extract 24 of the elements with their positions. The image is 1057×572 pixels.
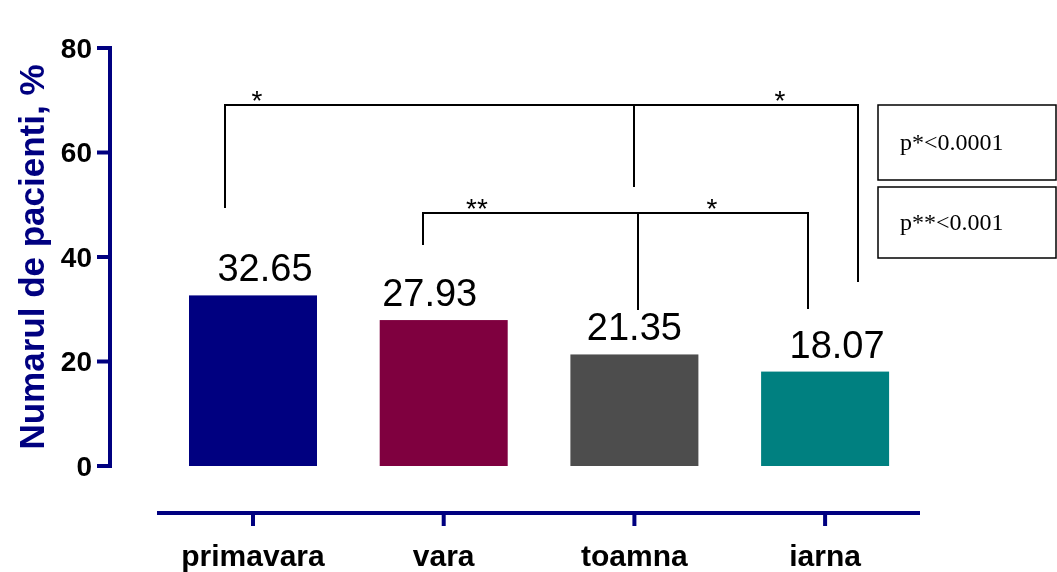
y-tick-label: 0: [76, 450, 92, 482]
annotation: *: [251, 85, 263, 116]
y-tick-label: 80: [60, 32, 92, 64]
data-label: 32.65: [217, 247, 313, 290]
data-label: 21.35: [586, 306, 682, 349]
text: p**<0.001: [900, 209, 1004, 236]
x-tick-label: toamna: [581, 539, 689, 572]
data-label: 27.93: [382, 272, 478, 315]
x-tick-label: primavara: [181, 539, 326, 572]
x-tick-label: iarna: [789, 539, 862, 572]
data-label: 18.07: [789, 323, 885, 366]
annotation: *: [706, 193, 718, 224]
y-tick-label: 40: [60, 241, 92, 273]
y-tick-label: 20: [60, 346, 92, 378]
bar: [570, 354, 699, 466]
bar: [761, 371, 890, 466]
annotation: *: [774, 85, 786, 116]
annotation: **: [466, 193, 488, 224]
y-axis-title: Numarul de pacienti, %: [12, 64, 51, 450]
x-tick-label: vara: [412, 539, 475, 572]
bar: [189, 295, 317, 466]
text: p*<0.0001: [900, 129, 1004, 156]
bar: [379, 320, 508, 466]
y-tick-label: 60: [60, 137, 92, 169]
